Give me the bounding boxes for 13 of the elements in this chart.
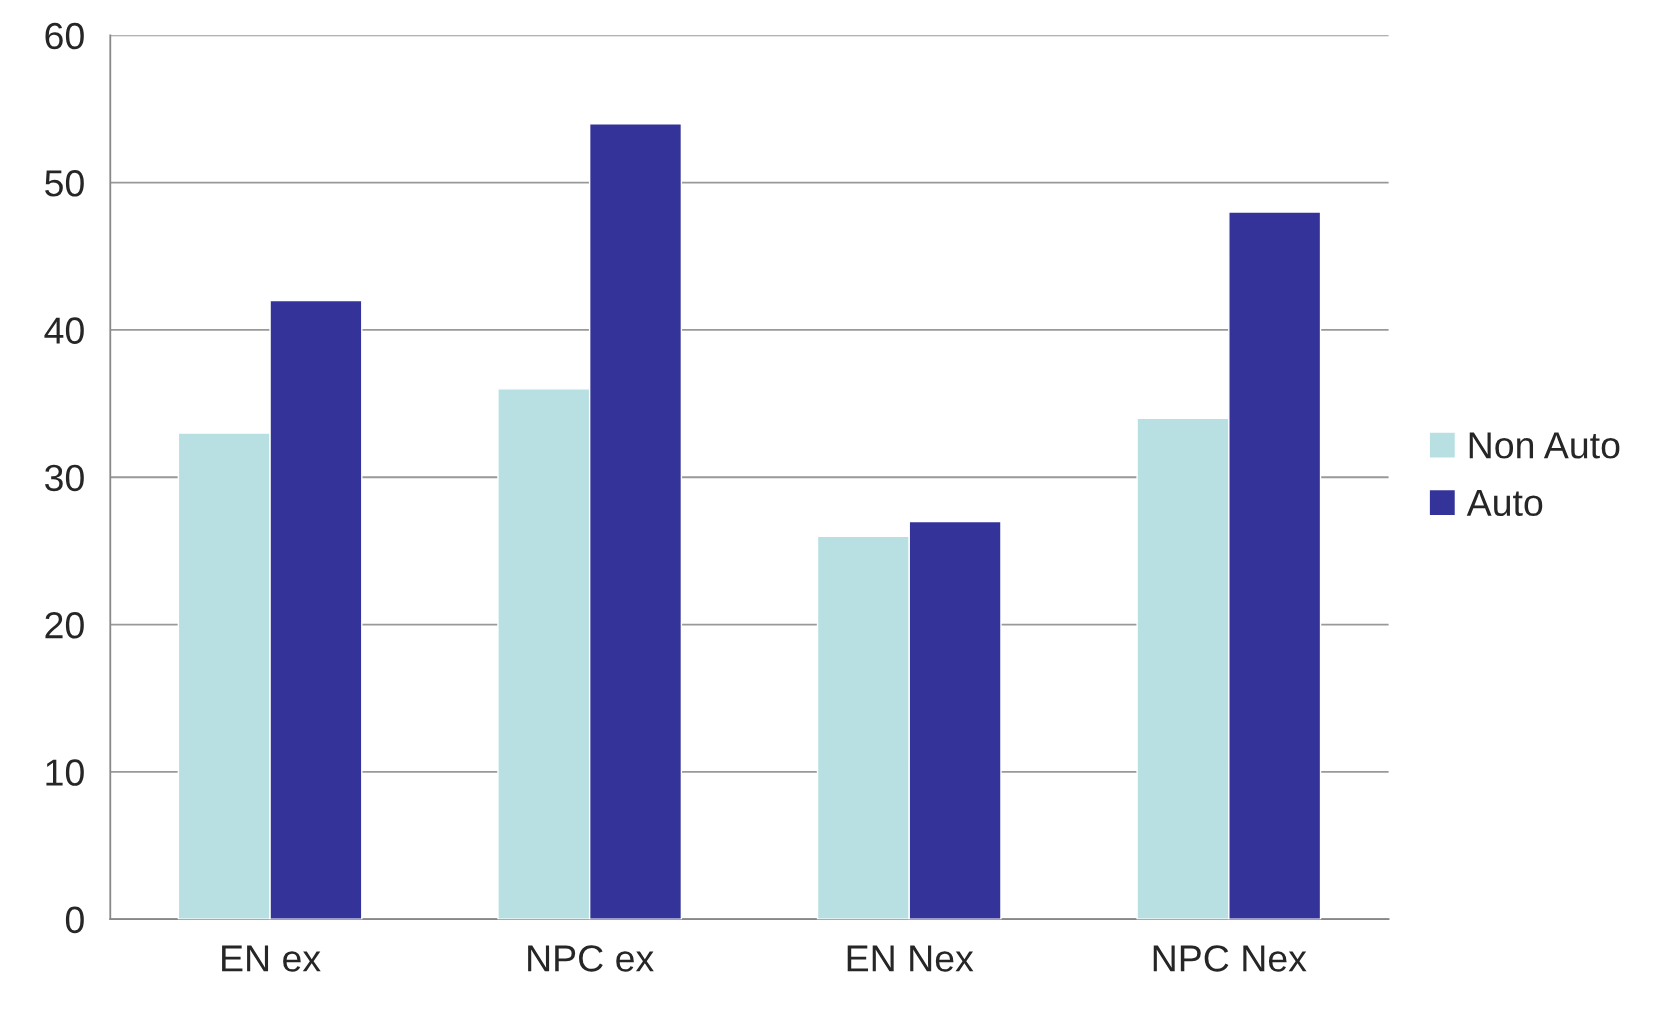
x-tick-label: EN ex [222,945,321,972]
y-tick-label: 40 [44,317,84,344]
y-tick-label: 30 [45,464,84,492]
y-tick-label: 60 [45,22,84,50]
y-tick-label: 20 [45,611,84,639]
y-tick-label: 0 [65,906,84,934]
x-tick-label: EN Nex [847,945,974,972]
legend-label: Non Auto [1469,432,1620,459]
y-tick-label: 50 [45,170,84,197]
x-tick-label: NPC Nex [1153,945,1307,972]
y-tick-label: 10 [46,759,84,786]
x-tick-label: NPC ex [528,945,654,972]
legend-label: Auto [1466,489,1543,517]
